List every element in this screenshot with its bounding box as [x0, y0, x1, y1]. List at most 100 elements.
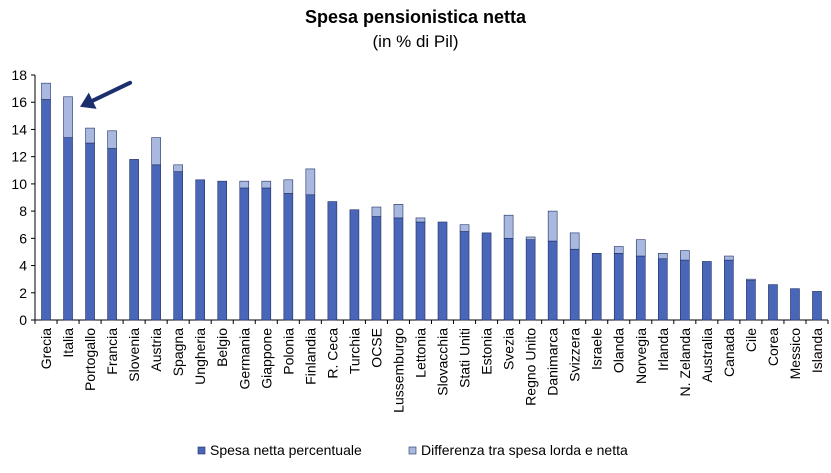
- chart-title: Spesa pensionistica netta: [304, 7, 527, 27]
- bar-difference: [371, 206, 382, 217]
- legend-label: Spesa netta percentuale: [210, 442, 362, 458]
- y-axis: 0 2 4 6 8 10 12 14 16 18: [11, 67, 36, 328]
- bar-net: [547, 240, 558, 321]
- bar-net: [129, 159, 139, 321]
- x-tick-label: Giappone: [258, 328, 274, 389]
- y-tick-label: 14: [11, 121, 27, 137]
- x-tick-label: Spagna: [170, 328, 186, 376]
- bar-net: [746, 280, 756, 321]
- bars: [41, 82, 822, 321]
- bar-net: [217, 180, 228, 321]
- legend-swatch: [197, 446, 206, 455]
- bar-net: [481, 232, 492, 321]
- x-tick-label: Slovacchia: [435, 328, 451, 396]
- bar-net: [525, 239, 536, 321]
- y-tick-label: 16: [11, 94, 27, 110]
- x-tick-label: Cile: [743, 328, 759, 352]
- bar-difference: [107, 130, 117, 149]
- x-tick-label: Portogallo: [82, 328, 98, 391]
- bar-difference: [239, 180, 250, 189]
- bar-difference: [503, 214, 514, 239]
- y-tick-label: 8: [19, 203, 27, 219]
- bar-difference: [173, 164, 183, 172]
- bar-net: [393, 217, 404, 321]
- x-tick-label: Svezia: [501, 328, 517, 370]
- bar-net: [613, 253, 624, 321]
- x-tick-label: R. Ceca: [324, 328, 340, 379]
- bar-difference: [459, 224, 470, 232]
- chart-subtitle: (in % di Pil): [372, 32, 459, 51]
- bar-net: [768, 284, 778, 321]
- bar-net: [63, 137, 73, 321]
- x-tick-label: Italia: [60, 328, 76, 358]
- x-tick-label: Svizzera: [567, 328, 583, 382]
- x-tick-label: Austria: [148, 328, 164, 372]
- x-tick-label: Australia: [699, 328, 715, 383]
- x-tick-label: Lussemburgo: [390, 328, 406, 413]
- x-tick-label: Canada: [721, 328, 737, 377]
- legend-label: Differenza tra spesa lorda e netta: [421, 442, 628, 458]
- bar-difference: [613, 246, 624, 254]
- x-tick-label: Corea: [765, 328, 781, 366]
- bar-net: [305, 194, 316, 321]
- bar-difference: [724, 255, 734, 261]
- x-tick-label: Estonia: [479, 328, 495, 375]
- bar-net: [635, 255, 646, 321]
- bar-net: [327, 201, 338, 321]
- bar-net: [459, 231, 470, 321]
- y-tick-label: 2: [19, 285, 27, 301]
- x-tick-label: Ungheria: [192, 328, 208, 385]
- x-tick-label: Polonia: [280, 328, 296, 375]
- bar-net: [173, 171, 183, 321]
- bar-net: [812, 291, 822, 321]
- bar-net: [724, 259, 734, 321]
- bar-net: [349, 209, 360, 321]
- bar-difference: [151, 137, 161, 166]
- bar-difference: [525, 236, 536, 240]
- y-tick-label: 18: [11, 67, 27, 83]
- bar-difference: [657, 253, 668, 260]
- bar-difference: [635, 239, 646, 257]
- x-tick-label: Irlanda: [655, 328, 671, 371]
- bar-net: [41, 99, 51, 321]
- x-tick-label: Francia: [104, 328, 120, 375]
- arrow-shaft: [90, 80, 133, 103]
- x-tick-label: Norvegia: [633, 328, 649, 384]
- bar-net: [591, 253, 602, 321]
- x-tick-label: Grecia: [38, 328, 54, 369]
- bar-difference: [41, 82, 51, 100]
- bar-difference: [547, 210, 558, 242]
- x-tick-label: Israele: [589, 328, 605, 370]
- legend: Spesa netta percentuale Differenza tra sp…: [197, 442, 628, 458]
- bar-net: [261, 187, 272, 321]
- y-tick-label: 10: [11, 176, 27, 192]
- annotation-arrow: [80, 80, 133, 109]
- bar-net: [790, 288, 800, 321]
- bar-difference: [415, 217, 426, 223]
- bar-net: [657, 258, 668, 321]
- bar-difference: [746, 278, 756, 281]
- x-tick-label: Islanda: [809, 328, 825, 373]
- y-tick-label: 4: [19, 258, 27, 274]
- x-tick-label: N. Zelanda: [677, 328, 693, 397]
- bar-difference: [63, 96, 73, 138]
- x-tick-label: Turchia: [346, 328, 362, 374]
- bar-difference: [85, 127, 95, 144]
- bar-net: [503, 238, 514, 321]
- bar-net: [371, 216, 382, 321]
- bar-net: [85, 142, 95, 321]
- bar-difference: [261, 180, 272, 189]
- bar-difference: [569, 232, 580, 250]
- x-axis: Grecia Italia Portogallo Francia Slovenia Aus…: [34, 319, 829, 413]
- y-tick-label: 12: [11, 149, 27, 165]
- x-tick-label: Finlandia: [302, 328, 318, 385]
- arrow-head: [80, 92, 97, 109]
- y-tick-label: 0: [19, 312, 27, 328]
- bar-net: [195, 179, 206, 321]
- x-tick-label: Danimarca: [545, 328, 561, 396]
- x-tick-label: Lettonia: [412, 328, 428, 378]
- x-tick-label: Messico: [787, 328, 803, 380]
- bar-difference: [283, 179, 294, 194]
- y-tick-label: 6: [19, 230, 27, 246]
